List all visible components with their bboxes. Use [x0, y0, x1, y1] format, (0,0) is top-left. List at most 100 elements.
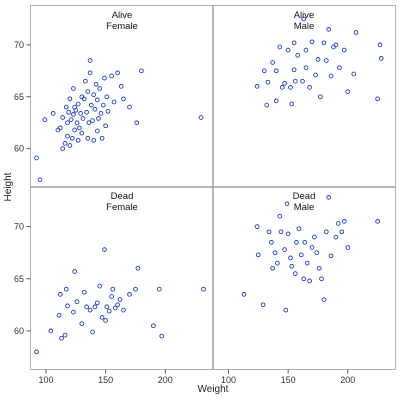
data-point [255, 252, 261, 258]
data-point [303, 65, 309, 71]
data-point [273, 68, 279, 74]
y-tick-label: 60 [14, 144, 24, 154]
data-point [266, 229, 272, 235]
data-point [69, 135, 75, 141]
data-point [65, 120, 70, 126]
data-point [59, 335, 64, 341]
data-point [353, 30, 359, 35]
data-point [85, 135, 91, 141]
data-point [72, 269, 77, 274]
data-point [269, 239, 274, 245]
data-point [291, 67, 297, 73]
data-point [289, 263, 295, 269]
x-axis-label: Weight [198, 384, 229, 395]
data-point [37, 177, 43, 183]
y-tick-label: 70 [14, 40, 24, 50]
data-point [94, 128, 100, 134]
data-point [309, 245, 315, 250]
data-point [66, 109, 72, 115]
data-point [260, 302, 266, 308]
data-point [71, 86, 76, 91]
data-point [115, 302, 120, 308]
data-point [319, 276, 324, 282]
series-alive-male [254, 16, 384, 108]
data-point [115, 70, 120, 76]
data-point [375, 96, 380, 102]
y-tick-label: 65 [14, 92, 24, 102]
data-point [292, 271, 298, 276]
data-point [378, 56, 384, 61]
data-point [377, 42, 383, 48]
data-point [159, 333, 165, 339]
x-tick-label: 100 [221, 375, 236, 385]
data-point [63, 286, 69, 292]
data-point [72, 127, 77, 133]
data-point [333, 234, 339, 240]
data-point [109, 294, 114, 299]
data-point [285, 231, 291, 237]
data-point [337, 65, 342, 71]
data-point [331, 44, 336, 50]
data-point [312, 234, 317, 240]
data-point [254, 224, 260, 229]
data-point [68, 117, 74, 122]
data-point [121, 307, 126, 313]
data-point [316, 265, 322, 271]
data-point [289, 101, 295, 107]
data-point [135, 265, 141, 271]
series-dead-male [241, 195, 380, 313]
data-point [282, 80, 287, 86]
data-point [351, 71, 357, 77]
data-point [62, 141, 68, 146]
data-point [313, 72, 318, 78]
data-point [48, 328, 54, 334]
data-point [56, 312, 62, 318]
data-point [323, 58, 329, 63]
data-point [291, 40, 297, 46]
data-point [90, 118, 95, 123]
data-point [278, 229, 284, 235]
data-point [284, 201, 290, 207]
data-point [279, 85, 285, 90]
data-point [321, 297, 327, 302]
data-point [91, 137, 97, 143]
data-point [127, 104, 132, 110]
axes-layer: 100 150 200 100 150 200 60 65 70 60 65 70 [14, 40, 355, 385]
panel-title-alive-male-line2: Male [294, 21, 315, 32]
data-point [121, 96, 126, 102]
data-point [134, 120, 140, 126]
data-point [109, 73, 114, 79]
data-point [74, 120, 80, 126]
data-point [79, 321, 85, 326]
data-point [97, 86, 103, 91]
data-point [84, 109, 89, 115]
panel-title-alive-female-line1: Alive [112, 10, 133, 21]
data-point [104, 94, 110, 100]
panel-title-dead-female-line1: Dead [111, 191, 134, 202]
data-point [57, 292, 63, 297]
x-tick-label: 200 [340, 375, 355, 385]
data-point [277, 44, 283, 50]
data-point [103, 123, 108, 129]
data-point [302, 239, 308, 245]
data-point [156, 286, 162, 292]
data-point [314, 250, 320, 256]
data-point [112, 305, 118, 311]
data-point [84, 304, 89, 310]
data-point [99, 315, 105, 320]
data-point [265, 79, 271, 85]
data-point [294, 239, 299, 245]
data-point [283, 307, 289, 313]
data-point [288, 255, 293, 261]
data-point [117, 297, 123, 302]
data-point [94, 300, 100, 306]
data-point [34, 155, 39, 161]
data-point [75, 137, 81, 143]
data-point [301, 16, 307, 22]
data-point [201, 286, 206, 292]
data-point [75, 101, 81, 107]
panel-title-dead-male-line1: Dead [293, 191, 316, 202]
data-point [375, 219, 380, 224]
data-point [60, 146, 66, 151]
data-point [97, 283, 103, 289]
